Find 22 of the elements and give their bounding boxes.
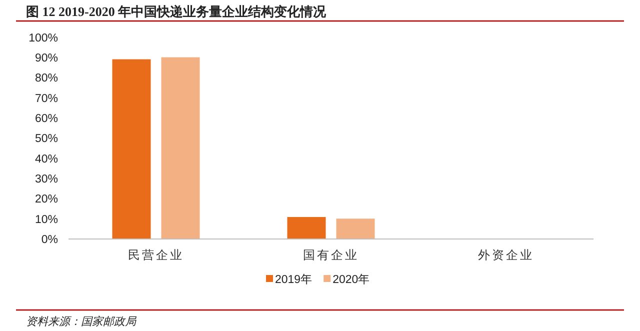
x-tick-label: 外资企业 <box>478 248 534 262</box>
y-tick-label: 10% <box>34 214 58 226</box>
bar <box>336 218 375 239</box>
y-tick-label: 50% <box>34 133 58 146</box>
y-tick-label: 30% <box>34 173 58 186</box>
bar <box>287 217 326 239</box>
x-tick-label: 民营企业 <box>128 248 184 262</box>
bar <box>161 57 200 239</box>
y-tick-label: 20% <box>34 194 58 206</box>
bar <box>112 59 151 239</box>
y-tick-label: 100% <box>28 32 58 44</box>
y-tick-label: 0% <box>41 234 58 246</box>
y-tick-label: 90% <box>34 52 58 64</box>
y-tick-label: 70% <box>34 92 58 105</box>
y-tick-label: 60% <box>34 112 58 125</box>
legend-label: 2019年 <box>275 273 313 286</box>
legend-label: 2020年 <box>332 273 370 286</box>
x-tick-label: 国有企业 <box>303 248 359 262</box>
y-tick-label: 40% <box>34 153 58 166</box>
y-tick-label: 80% <box>34 72 58 85</box>
chart-title: 图 12 2019-2020 年中国快递业务量企业结构变化情况 <box>26 4 328 19</box>
text: 资料来源：国家邮政局 <box>26 315 137 328</box>
